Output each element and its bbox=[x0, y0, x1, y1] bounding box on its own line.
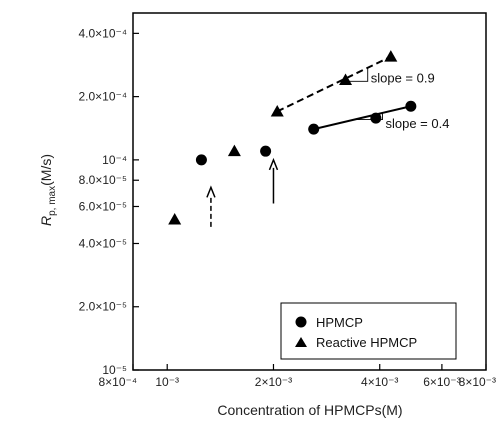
slope-label: slope = 0.9 bbox=[371, 71, 435, 86]
slope-label: slope = 0.4 bbox=[385, 116, 449, 131]
slope-triangles: slope = 0.9 slope = 0.4 bbox=[339, 67, 449, 131]
y-tick-label: 6.0×10⁻⁵ bbox=[79, 199, 127, 213]
x-tick-label: 10⁻³ bbox=[155, 375, 179, 389]
legend-box bbox=[280, 302, 457, 360]
hpmcp-point bbox=[405, 100, 417, 112]
data-points bbox=[168, 50, 417, 225]
y-tick-label: 2.0×10⁻⁵ bbox=[79, 300, 127, 314]
y-tick-label: 2.0×10⁻⁴ bbox=[78, 90, 127, 104]
fit-line-hpmcp bbox=[313, 105, 412, 131]
fit-line-reactive-hpmcp bbox=[276, 55, 392, 113]
y-axis-ticks: 10⁻⁵ 2.0×10⁻⁵ 4.0×10⁻⁵ 6.0×10⁻⁵ 8.0×10⁻⁵ 10⁻⁴… bbox=[78, 26, 139, 377]
legend-label-hpmcp: HPMCP bbox=[316, 315, 363, 330]
fit-lines bbox=[276, 55, 412, 131]
y-tick-label: 8.0×10⁻⁵ bbox=[79, 173, 127, 187]
reactive-hpmcp-point bbox=[227, 144, 241, 157]
y-tick-label: 4.0×10⁻⁵ bbox=[79, 236, 127, 250]
x-tick-label: 8×10⁻⁴ bbox=[98, 375, 137, 389]
x-axis-ticks: 8×10⁻⁴ 10⁻³ 2×10⁻³ 4×10⁻³ 6×10⁻³8×10⁻³ bbox=[98, 364, 496, 389]
x-tick-label: 2×10⁻³ bbox=[255, 375, 292, 389]
y-tick-label: 10⁻⁵ bbox=[102, 363, 127, 377]
x-tick-label: 6×10⁻³ bbox=[423, 375, 460, 389]
y-axis-title-unit: (M/s) bbox=[38, 154, 54, 186]
x-axis-title: Concentration of HPMCPs(M) bbox=[217, 402, 402, 418]
y-tick-label: 10⁻⁴ bbox=[102, 153, 127, 167]
hpmcp-point bbox=[308, 123, 320, 135]
reactive-hpmcp-point bbox=[168, 213, 182, 225]
x-tick-label: 8×10⁻³ bbox=[459, 375, 496, 389]
y-tick-label: 4.0×10⁻⁴ bbox=[78, 26, 127, 40]
reactive-hpmcp-point bbox=[339, 73, 353, 85]
hpmcp-point bbox=[195, 154, 207, 166]
slope-triangle bbox=[354, 112, 383, 120]
solid-arrow-head bbox=[268, 157, 279, 171]
legend: HPMCP Reactive HPMCP bbox=[280, 302, 457, 360]
plot-frame bbox=[132, 12, 487, 371]
legend-label-reactive-hpmcp: Reactive HPMCP bbox=[316, 335, 417, 350]
arrows bbox=[206, 157, 279, 227]
legend-circle-marker bbox=[295, 316, 307, 328]
y-axis-title: Rp, max(M/s) bbox=[38, 154, 58, 226]
x-tick-label: 4×10⁻³ bbox=[361, 375, 398, 389]
hpmcp-point bbox=[260, 145, 272, 157]
reactive-hpmcp-point bbox=[270, 104, 284, 117]
dashed-arrow-head bbox=[206, 185, 216, 198]
y-axis-title-main: R bbox=[38, 216, 54, 226]
reactive-hpmcp-point bbox=[384, 50, 398, 62]
hpmcp-point bbox=[370, 112, 382, 124]
y-axis-title-sub: p, max bbox=[47, 186, 58, 216]
legend-triangle-marker bbox=[295, 337, 307, 347]
